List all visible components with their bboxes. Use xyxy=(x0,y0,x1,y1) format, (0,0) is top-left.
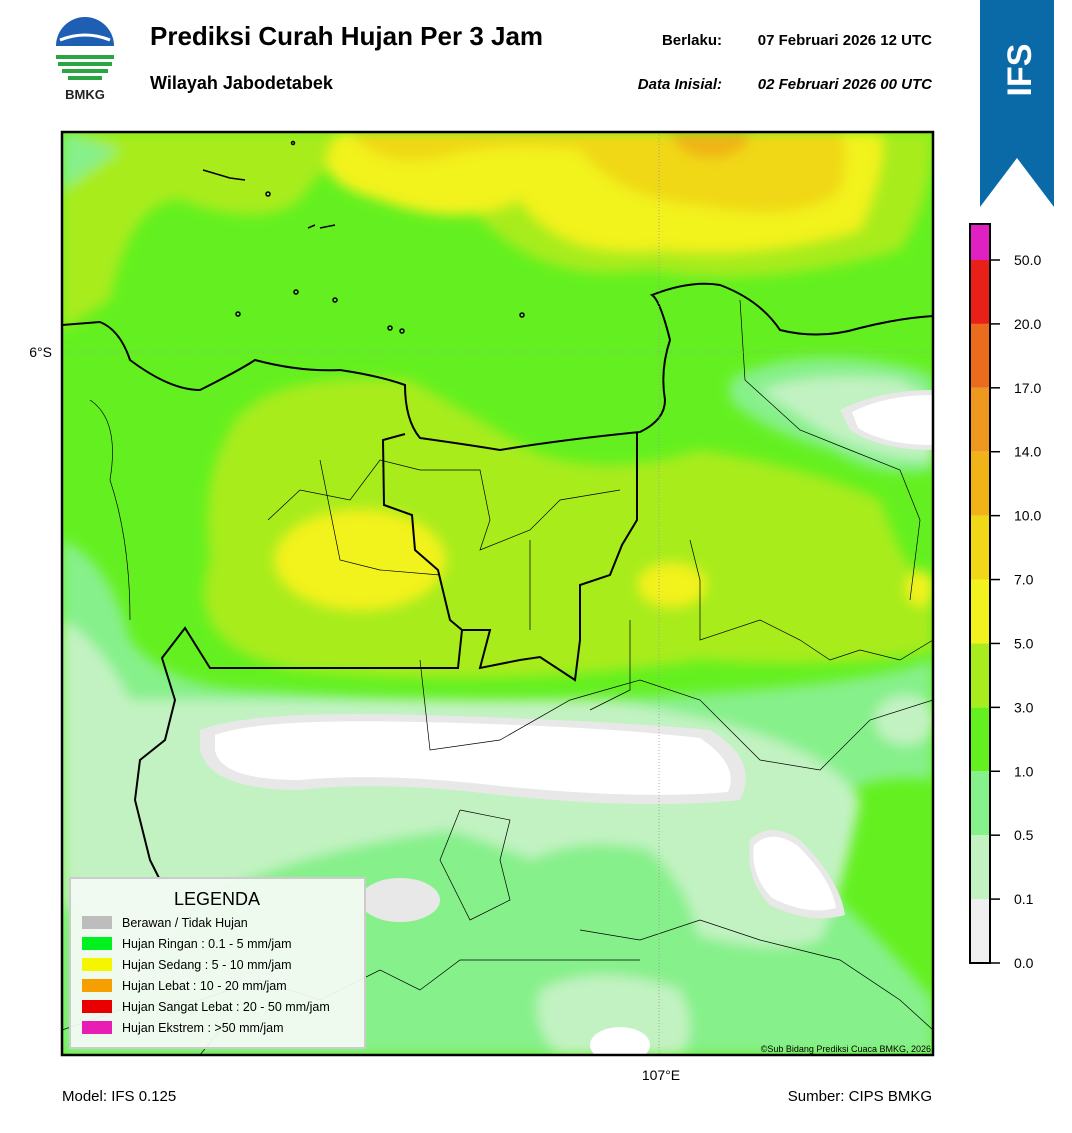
map xyxy=(62,132,933,1055)
legend-label: Hujan Sangat Lebat : 20 - 50 mm/jam xyxy=(122,1000,330,1014)
lon-label: 107°E xyxy=(642,1067,680,1083)
colorbar-label: 20.0 xyxy=(1014,316,1041,332)
colorbar-label: 0.5 xyxy=(1014,827,1034,843)
colorbar-label: 0.0 xyxy=(1014,955,1034,971)
valid-time: 07 Februari 2026 12 UTC xyxy=(758,32,932,49)
init-time: 02 Februari 2026 00 UTC xyxy=(758,76,933,93)
colorbar-segment xyxy=(970,899,990,963)
colorbar-segment xyxy=(970,643,990,708)
legend-label: Hujan Sedang : 5 - 10 mm/jam xyxy=(122,958,292,972)
colorbar-segment xyxy=(970,260,990,324)
legend-box xyxy=(69,877,366,1049)
colorbar-segment xyxy=(970,323,990,388)
legend-swatch xyxy=(82,937,112,950)
colorbar-segment xyxy=(970,771,990,836)
credit: ©Sub Bidang Prediksi Cuaca BMKG, 2026 xyxy=(761,1044,931,1054)
badge-text: IFS xyxy=(1001,44,1039,97)
legend-title: LEGENDA xyxy=(174,889,260,909)
legend-swatch xyxy=(82,916,112,929)
lat-label: 6°S xyxy=(29,344,52,360)
map-frame xyxy=(60,130,935,1057)
colorbar-label: 10.0 xyxy=(1014,508,1041,524)
colorbar-segment xyxy=(970,451,990,516)
logo-text: BMKG xyxy=(65,87,105,102)
init-label: Data Inisial: xyxy=(638,76,722,93)
colorbar-frame xyxy=(969,223,991,964)
colorbar-segment xyxy=(970,707,990,772)
colorbar-label: 14.0 xyxy=(1014,444,1041,460)
legend-swatch xyxy=(82,1021,112,1034)
legend-swatch xyxy=(82,979,112,992)
model: Model: IFS 0.125 xyxy=(62,1088,176,1105)
valid-label: Berlaku: xyxy=(662,32,722,49)
legend-swatch xyxy=(82,1000,112,1013)
colorbar-segment xyxy=(970,579,990,644)
colorbar-segment xyxy=(970,515,990,580)
legend-label: Hujan Ekstrem : >50 mm/jam xyxy=(122,1021,284,1035)
colorbar-label: 17.0 xyxy=(1014,380,1041,396)
colorbar-segment xyxy=(970,835,990,900)
colorbar-segment xyxy=(970,224,990,260)
colorbar-label: 0.1 xyxy=(1014,891,1034,907)
source: Sumber: CIPS BMKG xyxy=(788,1088,932,1105)
logo: BMKG xyxy=(56,17,114,102)
legend-label: Hujan Ringan : 0.1 - 5 mm/jam xyxy=(122,937,292,951)
title: Prediksi Curah Hujan Per 3 Jam xyxy=(150,21,543,51)
colorbar-label: 1.0 xyxy=(1014,763,1034,779)
colorbar-label: 50.0 xyxy=(1014,252,1041,268)
colorbar: 0.0 0.1 0.5 1.0 3.0 5.0 7.0 10.0 14.0 17.0 20.0 50.… xyxy=(969,223,1041,971)
colorbar-label: 5.0 xyxy=(1014,635,1034,651)
badge xyxy=(980,0,1054,207)
legend-label: Hujan Lebat : 10 - 20 mm/jam xyxy=(122,979,287,993)
colorbar-segment xyxy=(970,387,990,452)
colorbar-label: 7.0 xyxy=(1014,572,1034,588)
legend-items: Berawan / Tidak Hujan Hujan Ringan : 0.1 … xyxy=(82,916,330,1035)
colorbar-label: 3.0 xyxy=(1014,699,1034,715)
legend-swatch xyxy=(82,958,112,971)
subtitle: Wilayah Jabodetabek xyxy=(150,73,334,93)
legend-label: Berawan / Tidak Hujan xyxy=(122,916,248,930)
